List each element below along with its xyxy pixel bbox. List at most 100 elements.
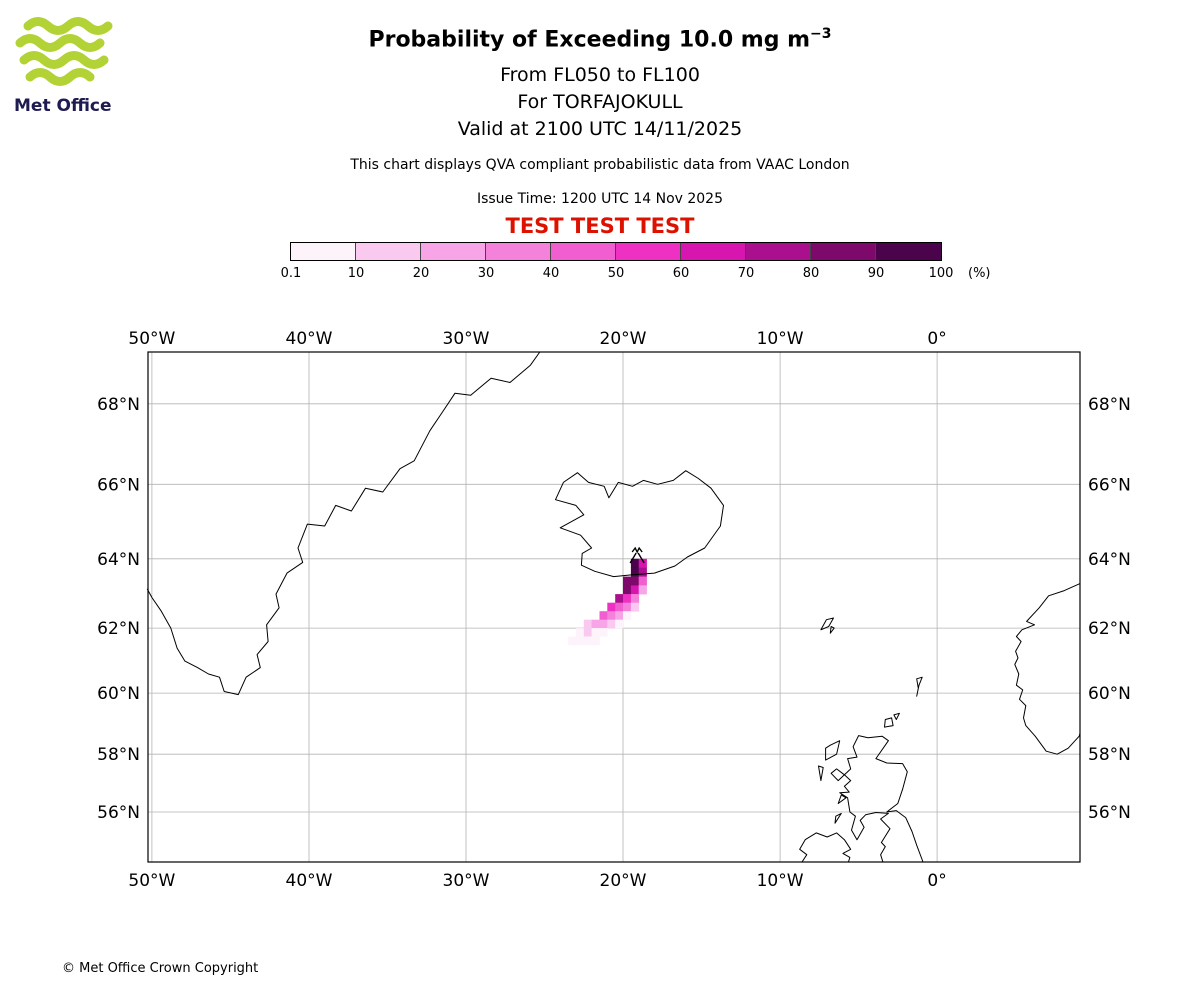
coastline-iceland — [555, 470, 724, 578]
issue-time: Issue Time: 1200 UTC 14 Nov 2025 — [476, 191, 724, 207]
lon-label-top: 40°W — [286, 330, 333, 349]
met-office-logo: Met Office — [14, 16, 144, 116]
plume-cell — [638, 576, 647, 586]
colorbar-segment — [421, 243, 486, 260]
colorbar-tick-labels: 0.1 10 20 30 40 50 60 70 80 90 100 — [281, 266, 954, 282]
coastline-norway — [1014, 583, 1081, 755]
coastline-skye — [830, 768, 845, 782]
met-office-logo-waves — [15, 17, 113, 86]
colorbar-segment — [746, 243, 811, 260]
plume-cell — [599, 628, 608, 637]
plume-cell — [607, 611, 616, 620]
lat-label-left: 58°N — [97, 745, 140, 765]
lat-label-left: 56°N — [97, 803, 140, 823]
lat-label-left: 66°N — [97, 475, 140, 495]
coastline-ireland-ne — [799, 832, 852, 863]
plume-cell — [599, 611, 608, 620]
lat-label-right: 68°N — [1088, 395, 1131, 415]
plume-cell — [599, 619, 608, 629]
lon-label-top: 50°W — [128, 330, 175, 349]
plume-cell — [583, 636, 592, 646]
plume-cell — [591, 636, 600, 646]
met-office-logo-text: Met Office — [14, 96, 112, 116]
coastline-mull — [837, 794, 847, 804]
lat-label-left: 68°N — [97, 395, 140, 415]
title-text: Probability of Exceeding 10.0 mg m — [368, 27, 811, 53]
coastline-orkney-2 — [893, 712, 900, 720]
plume-cell — [630, 567, 640, 577]
colorbar-unit-label: (%) — [968, 266, 991, 281]
page-title: Probability of Exceeding 10.0 mg m−3 — [0, 26, 1200, 52]
plume-cell — [630, 585, 640, 595]
subtitle-block: From FL050 to FL100 For TORFAJOKULL Vali… — [0, 62, 1200, 143]
lat-label-right: 60°N — [1088, 684, 1131, 704]
plume-cell — [575, 628, 585, 637]
plume-cell — [623, 585, 632, 595]
coastline-uist — [818, 765, 824, 782]
lat-label-right: 64°N — [1088, 550, 1131, 570]
plume-cell — [607, 602, 616, 612]
plume-cell — [630, 558, 640, 568]
plume-cell — [583, 619, 592, 629]
plume-cell — [615, 602, 624, 612]
lon-label-bottom: 20°W — [600, 871, 647, 891]
plume-cell — [630, 594, 640, 603]
coastline-faroe-1 — [820, 617, 834, 631]
coastline-islay — [834, 812, 842, 824]
colorbar-tick-label: 0.1 — [280, 266, 302, 281]
subtitle-volcano: For TORFAJOKULL — [517, 91, 683, 113]
colorbar-segment — [551, 243, 616, 260]
qva-info-line: This chart displays QVA compliant probab… — [350, 157, 850, 173]
plume-cell — [575, 636, 585, 646]
colorbar — [290, 242, 942, 261]
colorbar-tick-label: 90 — [867, 266, 885, 281]
colorbar-tick-label: 50 — [607, 266, 625, 281]
lat-label-right: 62°N — [1088, 619, 1131, 639]
plume-cell — [583, 628, 592, 637]
lon-label-bottom: 0° — [927, 871, 946, 891]
coastline-greenland — [146, 351, 541, 696]
copyright-notice: © Met Office Crown Copyright — [62, 961, 259, 976]
map-border — [147, 351, 1081, 863]
colorbar-tick-label: 80 — [802, 266, 820, 281]
plume-cell — [615, 619, 624, 629]
lat-label-left: 60°N — [97, 684, 140, 704]
colorbar-segment — [616, 243, 681, 260]
plume-cell — [568, 636, 577, 646]
lon-label-bottom: 50°W — [128, 871, 175, 891]
plume-cell — [638, 558, 647, 568]
colorbar-tick-label: 30 — [477, 266, 495, 281]
colorbar-tick-label: 70 — [737, 266, 755, 281]
plume-cell — [623, 594, 632, 603]
lon-label-bottom: 40°W — [286, 871, 333, 891]
probability-map: 50°W 50°W 40°W 40°W 30°W 30°W 20°W 20°W 10°W 10°W… — [97, 330, 1131, 891]
colorbar-segment — [681, 243, 746, 260]
lat-label-left: 64°N — [97, 550, 140, 570]
lon-label-top: 10°W — [757, 330, 804, 349]
plume-cell — [623, 602, 632, 612]
colorbar-segment — [356, 243, 421, 260]
colorbar-segment — [291, 243, 356, 260]
plume-cell — [630, 576, 640, 586]
colorbar-tick-label: 60 — [672, 266, 690, 281]
plume-cell — [615, 594, 624, 603]
lon-label-top: 0° — [927, 330, 946, 349]
title-superscript: −3 — [810, 26, 832, 42]
plume-cell — [623, 611, 632, 620]
lon-label-bottom: 30°W — [443, 871, 490, 891]
subtitle-valid-time: Valid at 2100 UTC 14/11/2025 — [457, 118, 743, 140]
plume-cell — [591, 619, 600, 629]
colorbar-segment — [811, 243, 876, 260]
lon-label-top: 30°W — [443, 330, 490, 349]
plume-cell — [591, 628, 600, 637]
lat-label-right: 56°N — [1088, 803, 1131, 823]
lon-label-top: 20°W — [600, 330, 647, 349]
colorbar-segment — [876, 243, 941, 260]
colorbar-tick-label: 100 — [928, 266, 954, 281]
colorbar-legend: 0.1 10 20 30 40 50 60 70 80 90 100 (%) — [281, 242, 1010, 288]
coastline-lewis — [825, 740, 841, 761]
lat-label-right: 66°N — [1088, 475, 1131, 495]
plume-cell — [615, 611, 624, 620]
plume-cell — [638, 567, 647, 577]
